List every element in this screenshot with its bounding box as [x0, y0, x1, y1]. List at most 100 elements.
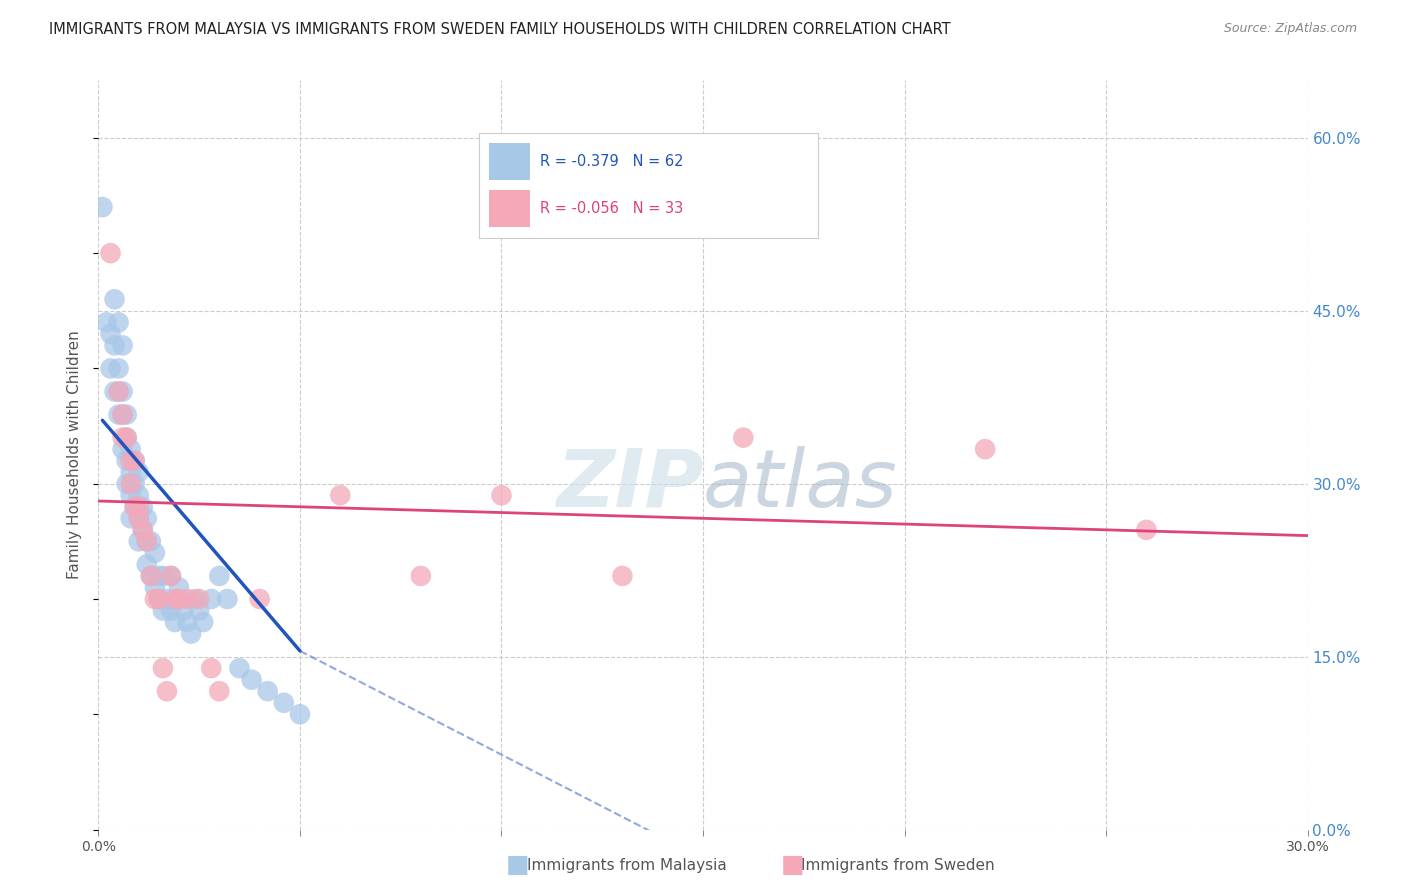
Point [228, 661, 250, 675]
Text: ZIP: ZIP [555, 446, 703, 524]
Point [120, 488, 142, 502]
Point [107, 384, 129, 399]
Point [111, 431, 134, 445]
Point [143, 592, 166, 607]
Point [135, 558, 157, 572]
Point [128, 488, 150, 502]
Point [91, 200, 114, 214]
Point [733, 431, 755, 445]
Point [1135, 523, 1157, 537]
Point [167, 592, 190, 607]
Point [128, 511, 150, 525]
Point [135, 511, 157, 525]
Point [120, 476, 142, 491]
Point [152, 603, 174, 617]
Text: ■: ■ [506, 854, 530, 877]
Point [111, 408, 134, 422]
Point [124, 453, 146, 467]
Point [156, 684, 179, 698]
Text: IMMIGRANTS FROM MALAYSIA VS IMMIGRANTS FROM SWEDEN FAMILY HOUSEHOLDS WITH CHILDR: IMMIGRANTS FROM MALAYSIA VS IMMIGRANTS F… [49, 22, 950, 37]
Point [120, 465, 142, 479]
Point [103, 293, 125, 307]
Point [193, 615, 215, 629]
Point [156, 592, 179, 607]
Point [124, 500, 146, 514]
Point [107, 408, 129, 422]
Point [135, 534, 157, 549]
Point [974, 442, 997, 457]
Point [160, 569, 183, 583]
Point [135, 534, 157, 549]
Point [160, 569, 183, 583]
Point [120, 453, 142, 467]
Point [115, 408, 138, 422]
Y-axis label: Family Households with Children: Family Households with Children [67, 331, 83, 579]
Text: Immigrants from Malaysia: Immigrants from Malaysia [527, 858, 727, 872]
Point [103, 384, 125, 399]
Point [120, 511, 142, 525]
Point [128, 511, 150, 525]
Point [100, 246, 122, 260]
Point [152, 661, 174, 675]
Point [612, 569, 634, 583]
Point [128, 534, 150, 549]
Point [160, 603, 183, 617]
Point [143, 546, 166, 560]
Point [124, 453, 146, 467]
Point [115, 431, 138, 445]
Point [152, 569, 174, 583]
Text: Immigrants from Sweden: Immigrants from Sweden [801, 858, 995, 872]
Point [273, 696, 295, 710]
Point [128, 500, 150, 514]
Text: atlas: atlas [703, 446, 898, 524]
Point [132, 523, 155, 537]
Point [176, 592, 198, 607]
Point [132, 523, 155, 537]
Point [148, 592, 170, 607]
Point [111, 408, 134, 422]
Text: ■: ■ [780, 854, 804, 877]
Point [176, 615, 198, 629]
Point [148, 569, 170, 583]
Point [163, 615, 186, 629]
Point [107, 384, 129, 399]
Point [200, 592, 222, 607]
Point [124, 476, 146, 491]
Point [115, 431, 138, 445]
Point [107, 315, 129, 329]
Point [115, 453, 138, 467]
Point [111, 442, 134, 457]
Point [132, 500, 155, 514]
Point [208, 684, 231, 698]
Point [491, 488, 513, 502]
Point [124, 500, 146, 514]
Point [143, 581, 166, 595]
Point [148, 592, 170, 607]
Point [111, 384, 134, 399]
Point [139, 569, 162, 583]
Point [217, 592, 239, 607]
Point [409, 569, 432, 583]
Point [120, 442, 142, 457]
Point [128, 465, 150, 479]
Point [96, 315, 118, 329]
Point [256, 684, 278, 698]
Point [100, 326, 122, 341]
Point [180, 626, 202, 640]
Text: Source: ZipAtlas.com: Source: ZipAtlas.com [1223, 22, 1357, 36]
Point [167, 581, 190, 595]
Point [111, 338, 134, 352]
Point [172, 603, 194, 617]
Point [103, 338, 125, 352]
Point [208, 569, 231, 583]
Point [200, 661, 222, 675]
Point [329, 488, 352, 502]
Point [163, 592, 186, 607]
Point [240, 673, 263, 687]
Point [188, 592, 211, 607]
Point [115, 476, 138, 491]
Point [188, 603, 211, 617]
Point [249, 592, 271, 607]
Point [139, 569, 162, 583]
Point [100, 361, 122, 376]
